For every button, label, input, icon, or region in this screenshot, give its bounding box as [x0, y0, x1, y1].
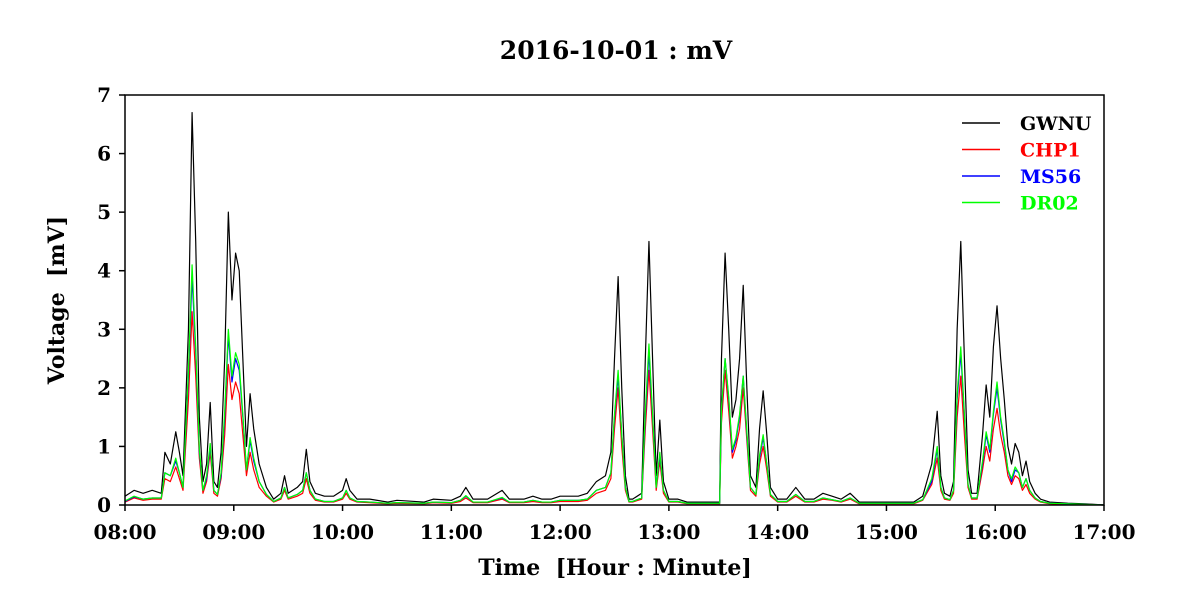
x-tick-label: 13:00 [637, 520, 700, 544]
x-axis-label: Time [Hour : Minute] [478, 555, 752, 581]
x-tick-label: 08:00 [93, 520, 156, 544]
x-tick-label: 16:00 [964, 520, 1027, 544]
x-tick-label: 12:00 [529, 520, 592, 544]
chart-title: 2016-10-01 : mV [500, 36, 733, 65]
x-tick-label: 17:00 [1072, 520, 1135, 544]
y-tick-label: 6 [97, 142, 111, 166]
legend-label-dr02: DR02 [1020, 193, 1079, 215]
x-tick-label: 11:00 [420, 520, 483, 544]
x-tick-label: 09:00 [202, 520, 265, 544]
x-tick-label: 15:00 [855, 520, 918, 544]
legend: GWNU CHP1 MS56 DR02 [962, 113, 1092, 215]
y-axis-label: Voltage [mV] [44, 216, 70, 385]
series-line-dr02 [124, 264, 1105, 506]
legend-label-chp1: CHP1 [1020, 140, 1081, 162]
y-tick-label: 4 [97, 259, 111, 283]
axis-ticks: 08:00 09:00 10:00 11:00 12:00 13:00 14:00 15:00… [93, 83, 1135, 544]
plot-frame [124, 94, 1105, 506]
y-tick-label: 7 [97, 83, 111, 107]
y-tick-label: 3 [97, 317, 111, 341]
series-layer [124, 111, 1105, 506]
legend-label-ms56: MS56 [1020, 166, 1081, 188]
y-tick-label: 5 [97, 200, 111, 224]
x-tick-label: 14:00 [746, 520, 809, 544]
x-tick-label: 10:00 [311, 520, 374, 544]
y-tick-label: 1 [97, 434, 111, 458]
y-tick-label: 0 [97, 493, 111, 517]
legend-label-gwnu: GWNU [1020, 113, 1092, 135]
series-line-gwnu [124, 111, 1105, 506]
y-tick-label: 2 [97, 376, 111, 400]
